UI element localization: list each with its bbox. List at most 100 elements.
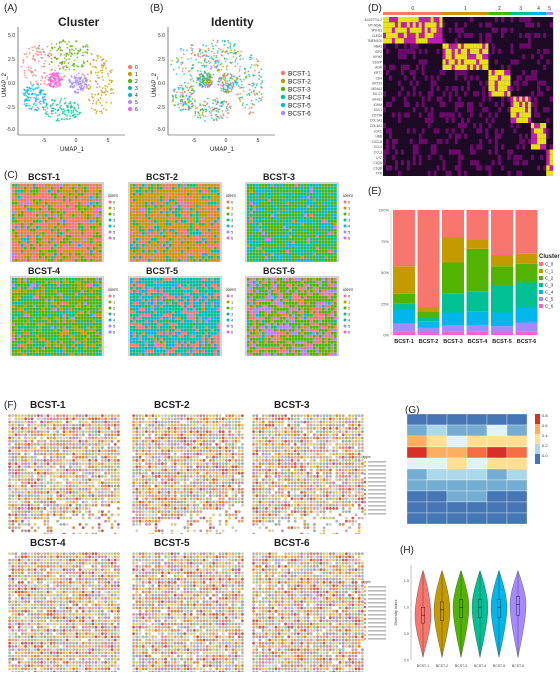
heatmap-cell: [533, 91, 538, 97]
spot: [214, 184, 217, 187]
spot: [175, 184, 178, 187]
umap-point: [101, 76, 104, 78]
spot: [60, 211, 63, 214]
spot: [133, 190, 136, 193]
spot: [298, 187, 301, 190]
heatmap-cell: [409, 80, 413, 86]
spot: [181, 247, 184, 250]
spot: [21, 205, 24, 208]
umap-point: [226, 52, 229, 55]
heatmap-cell: [482, 133, 486, 139]
heatmap-cell: [507, 75, 511, 81]
spot: [75, 190, 78, 193]
heatmap-cell: [549, 91, 554, 97]
umap-point: [170, 63, 173, 66]
spot: [196, 250, 199, 253]
heatmap-cell: [549, 70, 554, 76]
spot: [199, 223, 202, 226]
heatmap-cell: [491, 43, 495, 49]
heatmap-cell: [507, 170, 511, 176]
umap-point: [225, 110, 227, 112]
heatmap-cell: [485, 48, 489, 55]
spot: [136, 220, 139, 223]
umap-point: [252, 90, 255, 93]
heatmap-cell: [470, 85, 474, 92]
umap-point: [44, 60, 47, 63]
heatmap-cell: [530, 43, 535, 49]
spot: [169, 190, 172, 193]
spot: [15, 208, 18, 211]
heatmap-cell: [494, 54, 499, 60]
spot: [75, 238, 78, 241]
umap-point: [195, 81, 198, 84]
heatmap-cell: [388, 96, 393, 102]
heatmap-cell: [533, 144, 538, 150]
spot: [33, 220, 36, 223]
spot: [136, 250, 139, 253]
heatmap-cell: [421, 170, 425, 176]
umap-point: [239, 92, 242, 95]
heatmap-cell: [442, 54, 446, 60]
umap-point: [73, 101, 76, 104]
umap-point: [37, 51, 39, 53]
heatmap-cell: [445, 70, 449, 76]
spot: [57, 250, 60, 253]
heatmap-cell: [388, 59, 393, 65]
heatmap-cell: [448, 85, 452, 92]
umap-point: [172, 97, 175, 100]
umap-point: [50, 60, 53, 63]
spot: [60, 220, 63, 223]
spot: [12, 193, 15, 196]
spot: [78, 208, 81, 211]
umap-point: [197, 116, 199, 119]
heatmap-cell: [497, 43, 502, 49]
spot: [133, 256, 136, 259]
heatmap-cell: [433, 85, 437, 92]
heatmap-cell: [546, 107, 550, 113]
spot: [87, 196, 90, 199]
umap-point: [191, 87, 194, 90]
heatmap-cell: [540, 123, 544, 129]
heatmap-cell: [546, 112, 550, 118]
heatmap-cell: [479, 165, 483, 171]
umap-point: [234, 59, 237, 61]
umap-point: [101, 69, 104, 72]
umap-point: [63, 60, 66, 63]
heatmap-cell: [442, 70, 446, 76]
umap-point: [213, 119, 215, 122]
heatmap-cell: [491, 144, 495, 150]
heatmap-cell: [442, 96, 446, 102]
spot: [51, 241, 54, 244]
heatmap-cell: [388, 54, 393, 60]
heatmap-cell: [476, 85, 480, 92]
umap-point: [93, 109, 96, 111]
spot: [175, 193, 178, 196]
umap-point: [77, 107, 80, 109]
umap-point: [180, 47, 182, 50]
heatmap-cell: [400, 48, 405, 55]
umap-point: [239, 96, 242, 99]
spot: [193, 202, 196, 205]
umap-point: [204, 84, 207, 86]
umap-point: [247, 74, 250, 76]
umap-point: [235, 57, 238, 60]
spot: [93, 220, 96, 223]
umap-point: [207, 55, 210, 58]
heatmap-cell: [448, 54, 452, 60]
heatmap-cell: [412, 112, 416, 118]
umap-point: [75, 40, 78, 43]
spot: [202, 187, 205, 190]
heatmap-cell: [476, 165, 480, 171]
umap-point: [29, 105, 31, 107]
spot: [90, 250, 93, 253]
umap-point: [224, 75, 227, 77]
spot: [136, 199, 139, 202]
heatmap-cell: [501, 154, 505, 161]
heatmap-cell: [516, 85, 520, 92]
spot: [24, 202, 27, 205]
spot: [24, 247, 27, 250]
umap-point: [58, 62, 61, 64]
heatmap-cell: [527, 123, 532, 129]
heatmap-cell: [519, 138, 523, 145]
spot: [205, 238, 208, 241]
